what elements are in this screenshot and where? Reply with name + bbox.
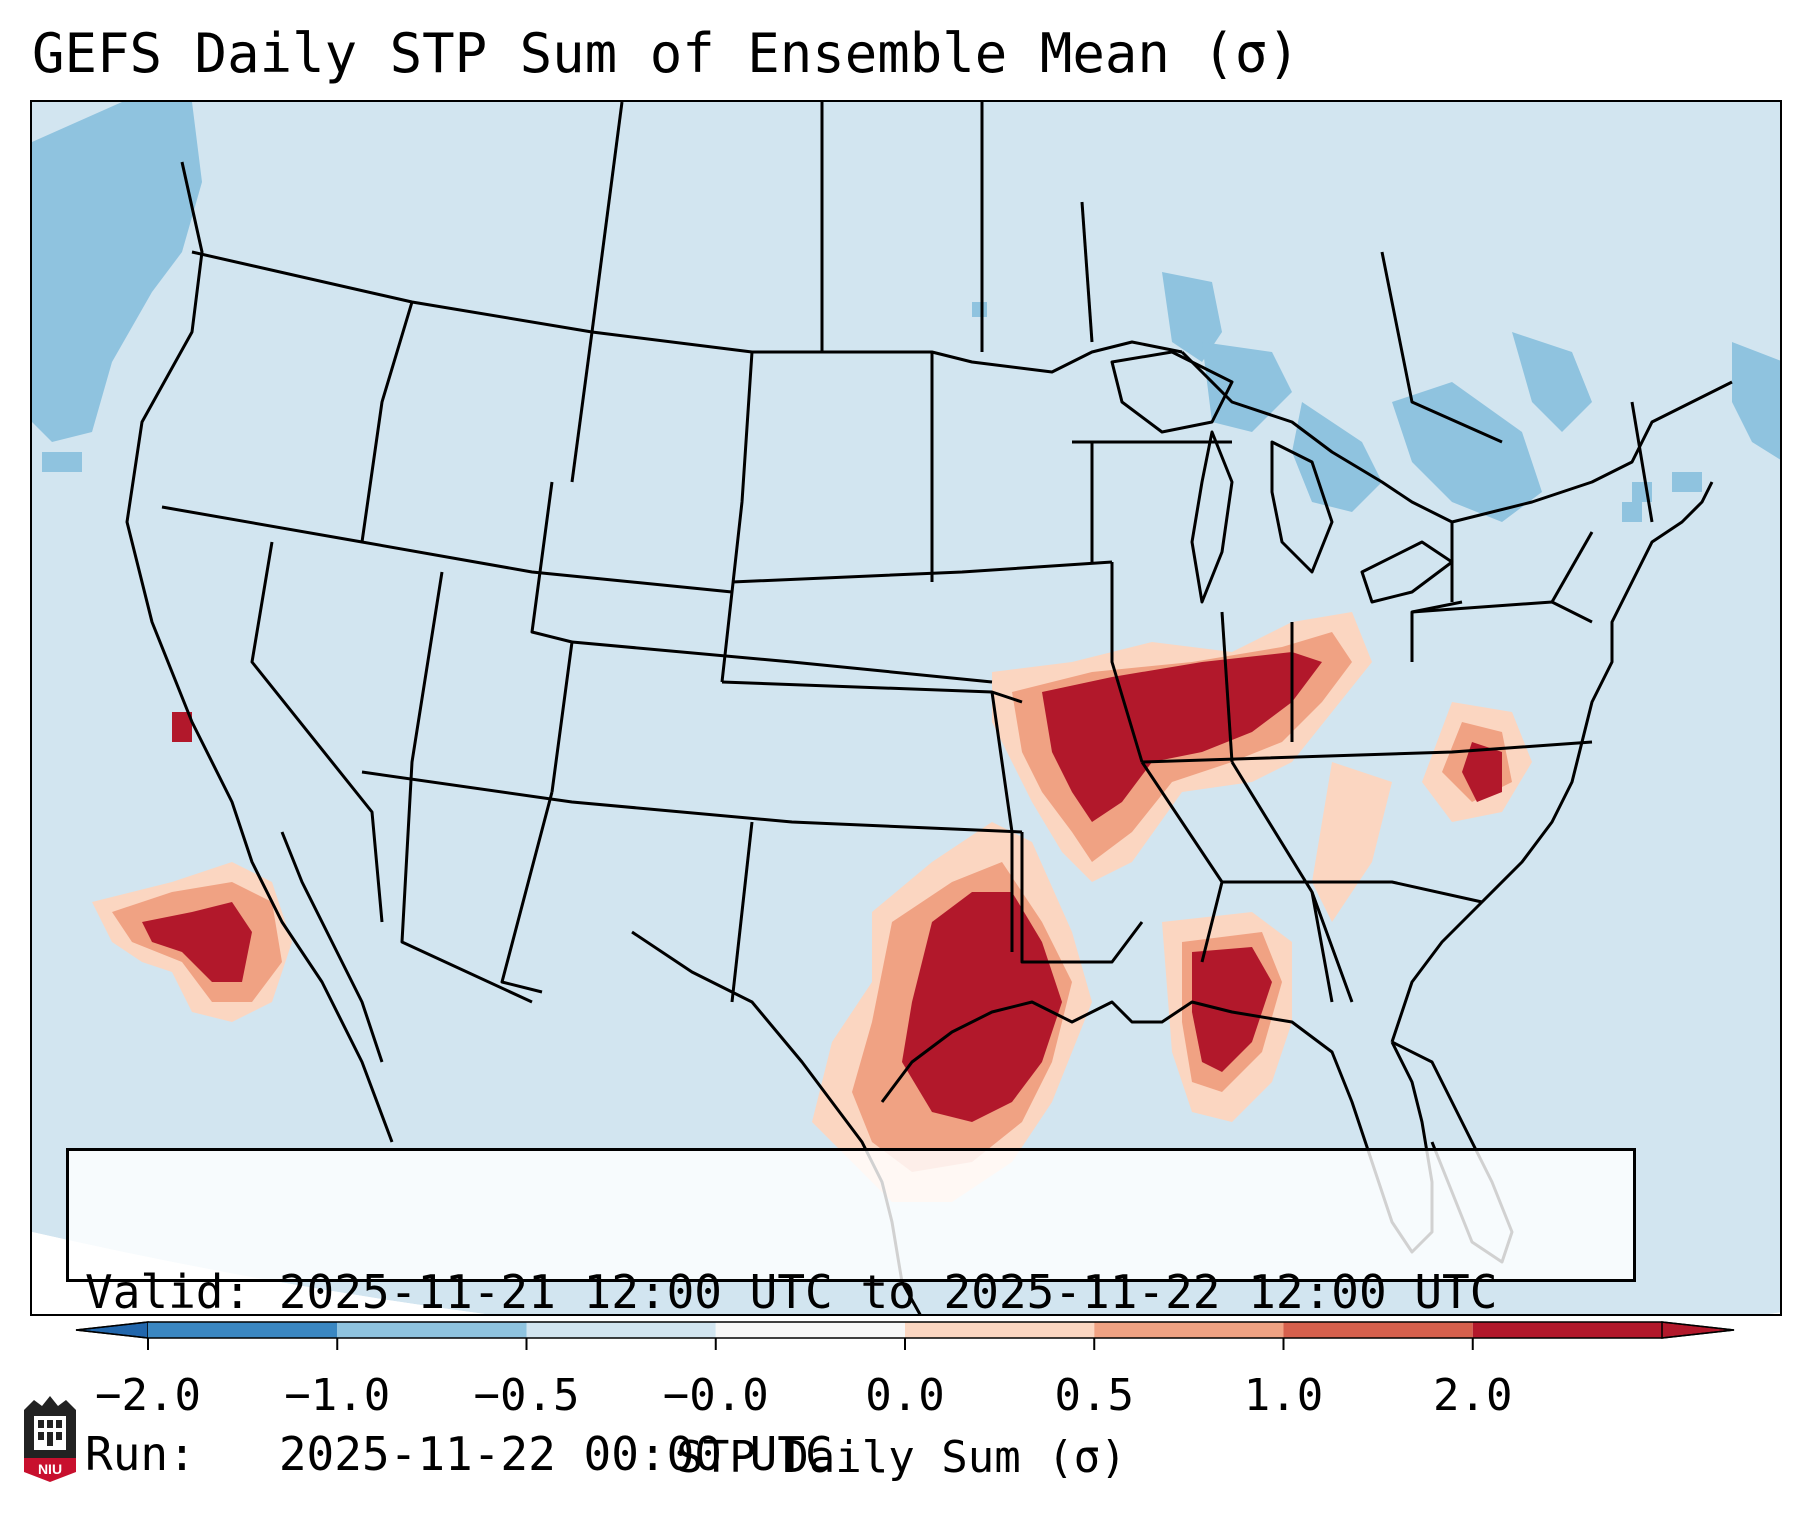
colorbar-segment xyxy=(526,1322,716,1338)
run-time-text: Run: 2025-11-22 00:00 UTC xyxy=(85,1427,833,1481)
colorbar-over-arrow xyxy=(1661,1321,1735,1339)
colorbar-segment xyxy=(715,1322,905,1338)
colorbar-segment xyxy=(905,1322,1095,1338)
negative-anomaly-northeast xyxy=(972,272,1780,522)
colorbar-tick-label: 1.0 xyxy=(1243,1370,1324,1421)
colorbar-segment xyxy=(1094,1322,1284,1338)
colorbar-tick-label: −0.5 xyxy=(473,1370,580,1421)
map-outside-domain xyxy=(32,1232,1780,1314)
colorbar-segment xyxy=(337,1322,527,1338)
colorbar-graphic xyxy=(75,1321,1735,1350)
valid-time-text: Valid: 2025-11-21 12:00 UTC to 2025-11-2… xyxy=(85,1265,1498,1319)
stp-map xyxy=(32,102,1780,1314)
colorbar-segment xyxy=(1472,1322,1662,1338)
svg-text:NIU: NIU xyxy=(38,1461,62,1477)
colorbar xyxy=(0,1318,1803,1378)
map-panel xyxy=(30,100,1782,1316)
colorbar-label: STP Daily Sum (σ) xyxy=(676,1432,1127,1483)
colorbar-tick-label: 0.0 xyxy=(865,1370,945,1421)
colorbar-tick-label: −0.0 xyxy=(662,1370,769,1421)
niu-logo: NIU xyxy=(20,1392,80,1484)
colorbar-tick-label: −1.0 xyxy=(284,1370,391,1421)
colorbar-under-arrow xyxy=(75,1321,149,1339)
map-domain xyxy=(32,102,1780,1314)
colorbar-tick-label: 2.0 xyxy=(1433,1370,1513,1421)
negative-anomaly-pacific xyxy=(32,102,202,472)
colorbar-tick-label: 0.5 xyxy=(1054,1370,1134,1421)
colorbar-segment xyxy=(148,1322,338,1338)
map-title: GEFS Daily STP Sum of Ensemble Mean (σ) xyxy=(32,22,1300,85)
positive-anomaly-core xyxy=(142,652,1502,1122)
colorbar-segment xyxy=(1283,1322,1473,1338)
valid-run-info-box: Valid: 2025-11-21 12:00 UTC to 2025-11-2… xyxy=(66,1148,1636,1481)
colorbar-tick-label: −2.0 xyxy=(95,1370,201,1421)
